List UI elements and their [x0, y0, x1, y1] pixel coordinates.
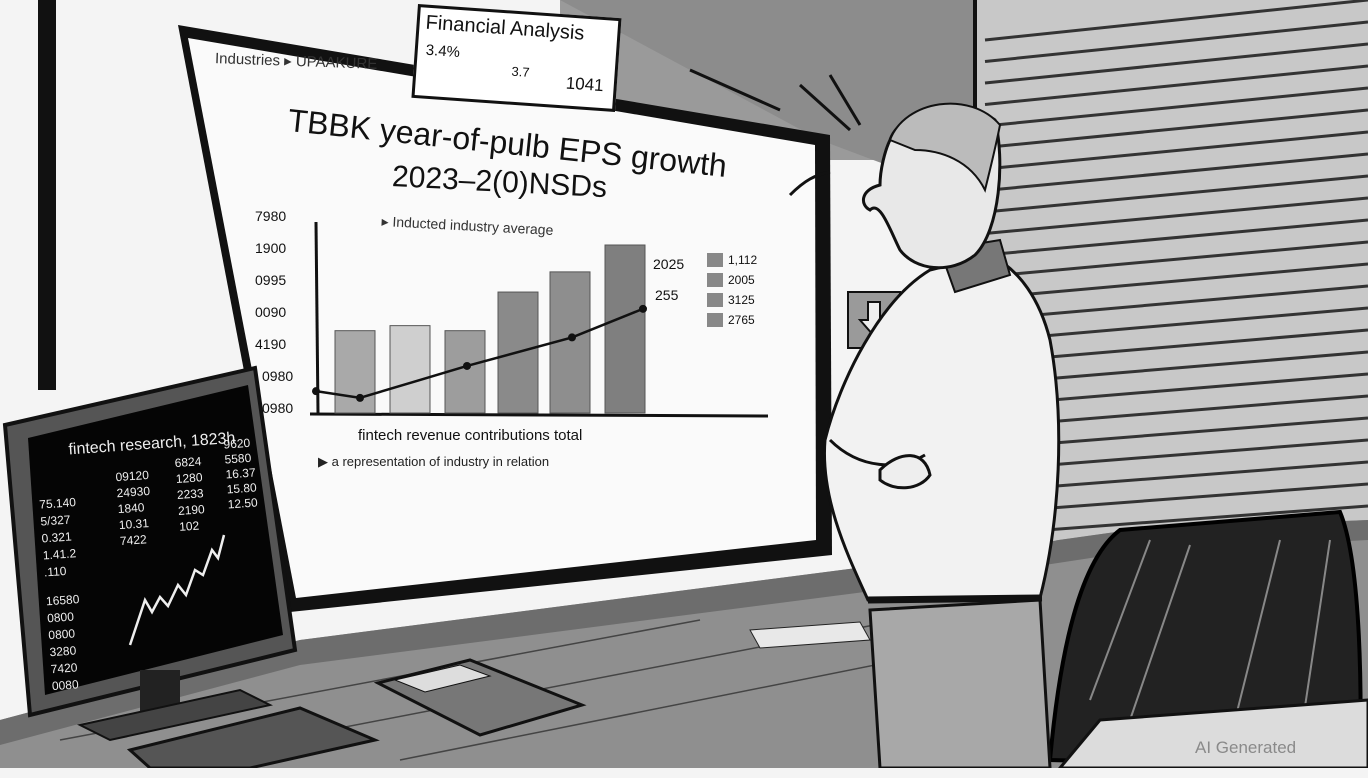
monitor-screen [28, 385, 283, 695]
blind-slat [984, 20, 1368, 63]
footnote-bullet-icon: ▶ [318, 454, 332, 469]
y-tick-label: 4190 [255, 336, 287, 352]
legend-label: 3125 [728, 293, 755, 307]
trend-point [312, 387, 320, 396]
financial-analysis-sign: Financial Analysis 3.4% 3.7 1041 [411, 4, 622, 113]
blind-slat [984, 262, 1368, 300]
legend-swatch [707, 253, 723, 267]
y-tick-label: 0995 [255, 272, 287, 288]
chart-footnote: ▶ a representation of industry in relati… [318, 454, 549, 470]
blind-slat [984, 64, 1368, 106]
y-tick-label: 0090 [255, 304, 287, 320]
blind-slat [984, 42, 1368, 85]
sign-title: Financial Analysis [424, 11, 586, 45]
sign-value-mid: 3.7 [511, 63, 531, 80]
sign-value-right: 1041 [565, 73, 605, 96]
office-chair [1047, 509, 1363, 768]
blind-slat [984, 130, 1368, 171]
trend-point [568, 333, 576, 342]
blind-slat [984, 86, 1368, 128]
chart-bar [334, 330, 376, 414]
chart-y-axis [314, 221, 320, 414]
y-tick-label: 1900 [255, 240, 287, 256]
blind-slat [984, 152, 1368, 192]
hair [888, 102, 1002, 193]
monitor-stock-line [128, 534, 226, 646]
chart-bar [604, 244, 646, 414]
legend-swatch [707, 313, 723, 327]
chart-bar [389, 325, 431, 414]
legend-label: 2765 [728, 313, 755, 327]
chart-caption: fintech revenue contributions total [358, 427, 583, 444]
line-label-sub: 255 [655, 287, 679, 303]
legend-swatch [707, 273, 723, 287]
legend-label: 2005 [728, 273, 755, 287]
papers [749, 621, 871, 649]
keyboard [126, 706, 380, 768]
blind-slat [984, 240, 1368, 278]
trousers [868, 598, 1052, 768]
chart-x-axis [309, 412, 769, 418]
man-figure [822, 102, 1061, 768]
sign-value-left: 3.4% [425, 41, 461, 62]
wall-pillar [38, 0, 56, 390]
trend-point [356, 393, 364, 402]
trend-point [639, 304, 647, 313]
blind-slat [984, 284, 1368, 321]
y-tick-label: 0980 [262, 400, 294, 416]
y-tick-label: 0980 [262, 368, 294, 384]
blind-slat [984, 108, 1368, 149]
belt [867, 594, 1043, 604]
hand [878, 454, 932, 490]
blind-slat [984, 196, 1368, 235]
blind-slat [984, 174, 1368, 214]
watermark: AI Generated [1195, 738, 1297, 757]
legend-label: 1,112 [728, 253, 758, 267]
line-label-top: 2025 [653, 256, 685, 272]
trend-point [463, 361, 471, 370]
y-tick-label: 7980 [255, 208, 287, 224]
legend-swatch [707, 293, 723, 307]
blind-slat [984, 0, 1368, 42]
blind-slat [984, 218, 1368, 257]
chart-footnote-text: a representation of industry in relation [331, 454, 550, 469]
